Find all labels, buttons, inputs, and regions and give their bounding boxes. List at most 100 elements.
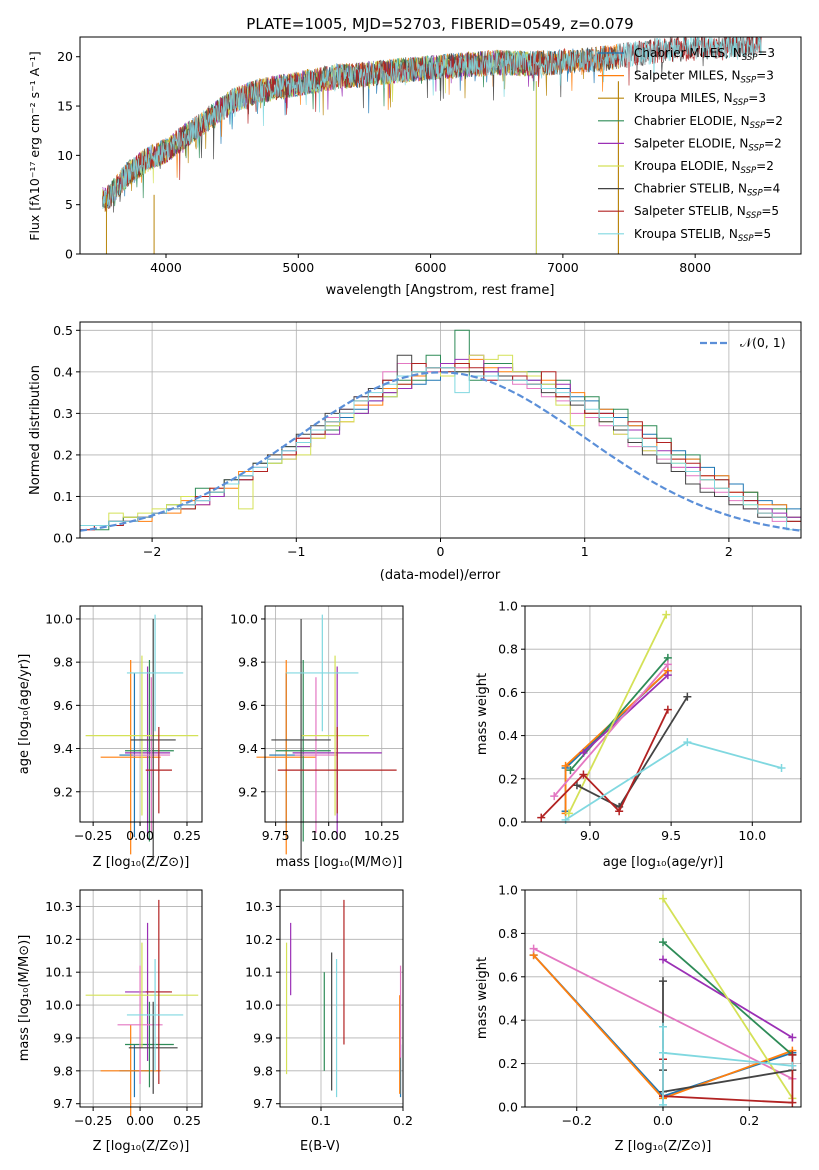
z-weight-ylabel: mass weight [475,957,490,1039]
z-age-xlabel: Z [log₁₀(Z/Z⊙)] [93,855,190,870]
x-tick-label: 9.5 [661,828,681,843]
mass-age-panel: mass [log₁₀(M/M⊙)] 9.75 10.00 10.25 9.2 9.4 9… [230,605,404,870]
y-tick-label: 0.3 [53,406,73,421]
y-tick-label: 9.8 [238,655,258,670]
age-weight-ylabel: mass weight [475,673,490,755]
y-tick-label: 0.0 [53,531,73,546]
y-tick-label: 1.0 [498,599,518,614]
x-tick-label: 0.2 [393,1113,413,1128]
weight-marker [564,809,573,818]
weight-marker [659,977,667,986]
legend-entry: 𝒩(0, 1) [740,335,786,350]
y-tick-label: 9.8 [253,1063,273,1078]
z-mass-panel: Z [log₁₀(Z/Z⊙)] mass [log₁₀(M/M⊙)] −0.25… [17,889,203,1154]
z-age-ylabel: age [log₁₀(age/yr)] [17,654,32,775]
x-tick-label: −2 [143,544,161,559]
y-tick-label: 0.8 [498,642,518,657]
legend-entry: Salpeter ELODIE, NSSP=2 [634,136,782,153]
histogram-ylabel: Normed distribution [28,365,43,495]
legend: Chabrier MILES, NSSP=3 Salpeter MILES, NS… [598,46,783,244]
mass-age-xlabel: mass [log₁₀(M/M⊙)] [276,855,403,870]
y-tick-label: 0.0 [498,1100,518,1115]
weight-marker [788,1061,797,1070]
weight-line-5 [567,614,668,814]
y-tick-label: 10 [57,148,73,163]
weight-marker [572,781,581,790]
weight-line-2 [569,657,669,771]
weight-line-8 [662,1026,793,1105]
z-weight-panel: Z [log₁₀(Z/Z⊙)] mass weight −0.2 0.0 0.2 0.… [475,883,802,1154]
x-tick-label: −0.25 [74,1113,112,1128]
weight-marker [659,1022,667,1031]
y-tick-label: 0.6 [498,969,518,984]
age-weight-xlabel: age [log₁₀(age/yr)] [603,855,724,870]
plot-frame [79,889,203,1108]
x-tick-label: 0.00 [126,1113,154,1128]
y-tick-label: 5 [65,197,73,212]
x-tick-label: 10.00 [311,828,347,843]
y-tick-label: 20 [57,49,73,64]
legend-entry: Chabrier ELODIE, NSSP=2 [634,114,783,131]
y-tick-label: 10.1 [245,965,273,980]
plot-frame [79,605,203,823]
weight-marker [788,1033,797,1042]
y-tick-label: 0.5 [53,323,73,338]
weight-line-4 [553,663,669,797]
y-tick-label: 9.8 [53,655,73,670]
spectrum-ylabel: Flux [fλ10⁻¹⁷ erg cm⁻² s⁻¹ A⁻¹] [27,51,42,240]
x-tick-label: 0 [437,544,445,559]
y-tick-label: 10.2 [245,932,273,947]
plot-frame [264,605,404,823]
y-tick-label: 9.4 [53,741,73,756]
spectrum-title: PLATE=1005, MJD=52703, FIBERID=0549, z=0… [246,15,633,33]
legend-entry: Chabrier MILES, NSSP=3 [634,46,775,63]
y-tick-label: 9.8 [53,1063,73,1078]
y-tick-label: 9.2 [53,784,73,799]
y-tick-label: 0.2 [53,447,73,462]
legend-entry: Kroupa MILES, NSSP=3 [634,91,766,108]
z-age-panel: Z [log₁₀(Z/Z⊙)] age [log₁₀(age/yr)] −0.2… [17,605,203,870]
y-tick-label: 0.4 [498,728,518,743]
weight-marker [579,748,588,757]
plot-frame [279,889,404,1108]
y-tick-label: 10.3 [245,899,273,914]
y-tick-label: 0.2 [498,1056,518,1071]
y-tick-label: 0.2 [498,771,518,786]
weight-marker [537,813,546,822]
x-tick-label: 0.0 [653,1113,673,1128]
y-tick-label: 10.2 [45,932,73,947]
weight-marker [659,938,667,947]
x-tick-label: 0.25 [173,1113,201,1128]
weight-marker [550,792,559,801]
y-tick-label: 10.0 [245,998,273,1013]
x-tick-label: 0.1 [311,1113,331,1128]
weight-marker [659,955,667,964]
y-tick-label: 9.9 [53,1030,73,1045]
y-tick-label: 0.6 [498,685,518,700]
weight-marker [659,1048,667,1057]
y-tick-label: 9.2 [238,784,258,799]
x-tick-label: 6000 [415,260,447,275]
weight-marker [683,738,692,747]
weight-marker [663,660,672,669]
y-tick-label: 10.0 [45,611,73,626]
y-tick-label: 0.0 [498,815,518,830]
y-tick-label: 10.0 [45,998,73,1013]
x-tick-label: 2 [725,544,733,559]
z-weight-xlabel: Z [log₁₀(Z/Z⊙)] [615,1139,712,1154]
y-tick-label: 0.1 [53,489,73,504]
y-tick-label: 0.4 [498,1013,518,1028]
weight-marker [561,761,570,770]
legend-entry: Salpeter STELIB, NSSP=5 [634,204,779,221]
weight-marker [663,705,672,714]
ebv-mass-xlabel: E(B-V) [300,1139,340,1154]
z-mass-xlabel: Z [log₁₀(Z/Z⊙)] [93,1139,190,1154]
y-tick-label: 0 [65,247,73,262]
x-tick-label: 10.0 [738,828,766,843]
x-tick-label: 1 [581,544,589,559]
x-tick-label: 9.0 [580,828,600,843]
x-tick-label: 0.2 [739,1113,759,1128]
weight-marker [579,770,588,779]
weight-marker [777,764,786,772]
